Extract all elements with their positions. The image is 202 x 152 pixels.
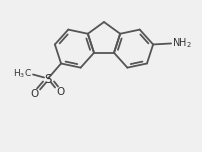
Text: O: O xyxy=(30,90,38,99)
Text: H$_3$C: H$_3$C xyxy=(13,67,32,80)
Text: NH$_2$: NH$_2$ xyxy=(172,37,192,50)
Text: S: S xyxy=(44,73,52,86)
Text: O: O xyxy=(56,88,64,97)
